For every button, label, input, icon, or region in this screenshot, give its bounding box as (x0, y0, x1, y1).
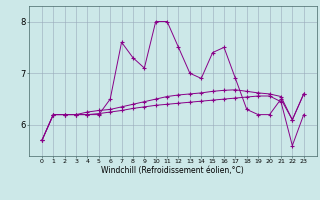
X-axis label: Windchill (Refroidissement éolien,°C): Windchill (Refroidissement éolien,°C) (101, 166, 244, 175)
